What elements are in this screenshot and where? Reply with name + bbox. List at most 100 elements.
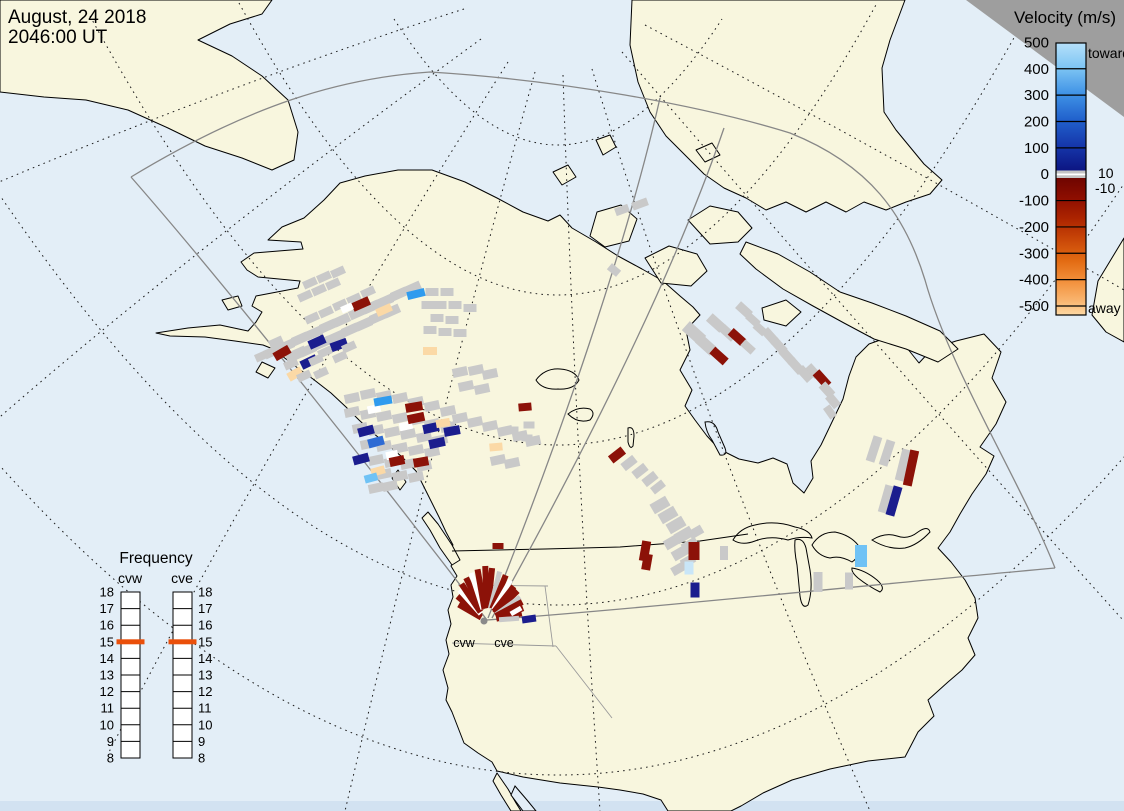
velocity-cell xyxy=(354,316,374,332)
velocity-cell xyxy=(453,329,467,337)
velocity-cell xyxy=(312,366,330,380)
colorbar-tick-label: -400 xyxy=(1019,272,1049,289)
colorbar-tick-label: 200 xyxy=(1024,113,1049,130)
velocity-cell xyxy=(443,425,461,437)
velocity-cell xyxy=(662,533,682,551)
velocity-cell xyxy=(498,615,520,623)
velocity-cell xyxy=(381,480,399,492)
colorbar-tick-label: 300 xyxy=(1024,87,1049,104)
header: August, 24 2018 2046:00 UT xyxy=(8,7,146,48)
velocity-cell xyxy=(367,435,385,449)
toward-label: toward xyxy=(1088,45,1124,61)
velocity-cell xyxy=(641,553,653,571)
velocity-cell xyxy=(688,542,700,560)
velocity-cell xyxy=(607,446,627,464)
velocity-cell xyxy=(331,298,349,312)
velocity-cell xyxy=(282,357,300,371)
velocity-cell xyxy=(421,301,435,309)
velocity-cell xyxy=(367,454,385,466)
velocity-cell xyxy=(388,455,406,467)
velocity-cell xyxy=(304,325,324,341)
coast-north-america xyxy=(155,169,1007,811)
frequency-tick-label-left: 10 xyxy=(100,717,114,732)
velocity-cell xyxy=(720,546,728,560)
velocity-cell xyxy=(631,462,649,480)
colorbar-title: Velocity (m/s) xyxy=(1014,8,1116,27)
velocity-cell xyxy=(796,365,814,383)
frequency-tick-label-right: 16 xyxy=(198,618,212,633)
velocity-cell xyxy=(340,340,358,354)
velocity-cell xyxy=(489,442,503,452)
velocity-cells-layer xyxy=(253,197,920,624)
velocity-cell xyxy=(463,304,477,312)
velocity-cell xyxy=(518,402,532,412)
lake-michigan xyxy=(794,538,812,607)
velocity-cell xyxy=(347,305,367,321)
colorbar-tick-label: 500 xyxy=(1024,34,1049,51)
coast-banks-island xyxy=(589,204,638,248)
fov-south-edge xyxy=(486,567,1056,621)
velocity-cell xyxy=(375,303,393,317)
velocity-cell xyxy=(290,345,308,359)
coast-arctic-islet xyxy=(595,134,617,156)
velocity-cell xyxy=(415,431,433,443)
velocity-cell xyxy=(391,392,409,404)
lower-threshold-label: -10 xyxy=(1095,180,1115,196)
colorbar-tick-label: -100 xyxy=(1019,193,1049,210)
coast-victoria-island xyxy=(644,245,708,287)
great-slave-lake xyxy=(567,407,594,422)
velocity-cell xyxy=(521,614,537,624)
date-label: August, 24 2018 xyxy=(8,7,146,28)
frequency-title: Frequency xyxy=(119,550,192,567)
velocity-cell xyxy=(363,472,379,484)
velocity-cell xyxy=(315,270,333,284)
velocity-cell xyxy=(509,605,523,617)
velocity-cell xyxy=(407,471,425,483)
colorbar-tick-label: 100 xyxy=(1024,140,1049,157)
lakes xyxy=(535,368,931,607)
velocity-cell xyxy=(375,410,393,422)
velocity-cell xyxy=(865,435,883,463)
velocity-cell xyxy=(451,366,469,378)
velocity-cell xyxy=(366,403,382,415)
frequency-tick-label-left: 15 xyxy=(100,634,114,649)
velocity-cell xyxy=(350,296,372,312)
coast-somerset-island xyxy=(687,205,753,245)
state-border xyxy=(451,642,557,647)
velocity-cell xyxy=(425,288,439,296)
velocity-cell xyxy=(391,412,409,424)
velocity-cell xyxy=(614,203,630,217)
velocity-cell xyxy=(489,454,507,466)
velocity-cell xyxy=(507,426,519,434)
velocity-cell xyxy=(670,561,686,577)
frequency-tick-label-left: 17 xyxy=(100,601,114,616)
velocity-cell xyxy=(445,316,459,324)
velocity-cell xyxy=(301,276,319,290)
velocity-cell xyxy=(367,482,385,494)
velocity-cell xyxy=(422,421,440,435)
velocity-cell xyxy=(406,287,426,301)
velocity-cell xyxy=(359,388,377,400)
velocity-cell xyxy=(902,449,920,487)
velocity-cell xyxy=(481,368,499,380)
colorbar-border xyxy=(1055,42,1087,316)
velocity-cell xyxy=(423,326,437,334)
velocity-cell xyxy=(813,572,823,592)
velocity-cell xyxy=(343,406,361,418)
radar-site-label-cve: cve xyxy=(494,636,514,650)
velocity-cell xyxy=(620,454,638,472)
away-label: away xyxy=(1088,300,1121,316)
velocity-cell xyxy=(439,405,457,417)
frequency-tick-label-right: 9 xyxy=(198,734,205,749)
velocity-cell xyxy=(521,434,533,442)
colorbar-ticks: 500 400 300 200 100 0 -100 -200 -300 -400 -500 xyxy=(1019,34,1086,315)
velocity-cell xyxy=(399,428,417,440)
velocity-cell xyxy=(324,277,342,291)
velocity-cell xyxy=(310,283,328,297)
radar-fov-outlines xyxy=(130,71,1056,621)
great-bear-lake xyxy=(535,368,580,390)
